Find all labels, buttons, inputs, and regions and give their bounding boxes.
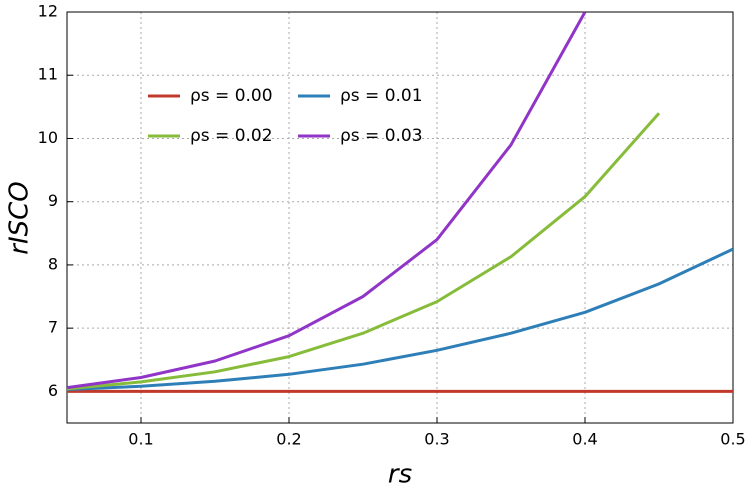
series-line [67, 247, 733, 391]
x-tick-label: 0.4 [572, 430, 597, 449]
series-line [67, 12, 587, 390]
y-tick-label: 11 [38, 65, 58, 84]
legend-label: ρs = 0.03 [340, 126, 423, 146]
y-tick-label: 10 [38, 128, 58, 147]
y-tick-label: 9 [48, 191, 58, 210]
plot-area [67, 12, 733, 393]
y-tick-label: 7 [48, 318, 58, 337]
x-tick-label: 0.2 [276, 430, 301, 449]
y-axis-label: rISCO [5, 181, 35, 254]
y-tick-label: 12 [38, 2, 58, 21]
legend-label: ρs = 0.00 [190, 86, 273, 106]
y-tick-label: 6 [48, 381, 58, 400]
x-tick-label: 0.5 [720, 430, 745, 449]
x-axis-label: rs [388, 460, 412, 490]
plot-frame [66, 11, 734, 424]
x-tick-label: 0.1 [128, 430, 153, 449]
x-tick-label: 0.3 [424, 430, 449, 449]
series-line [67, 112, 661, 391]
legend-label: ρs = 0.01 [340, 86, 423, 106]
y-tick-label: 8 [48, 254, 58, 273]
legend-label: ρs = 0.02 [190, 126, 273, 146]
